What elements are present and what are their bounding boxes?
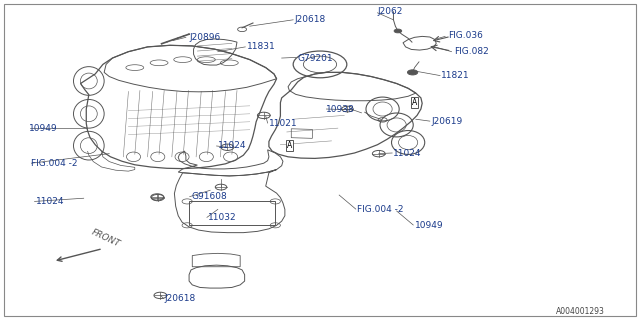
- Text: 11821: 11821: [442, 71, 470, 80]
- Text: FRONT: FRONT: [90, 228, 122, 249]
- Text: A004001293: A004001293: [556, 307, 605, 316]
- Circle shape: [408, 70, 418, 75]
- Text: A: A: [287, 141, 292, 150]
- Text: J20619: J20619: [432, 117, 463, 126]
- Text: 11021: 11021: [269, 119, 298, 128]
- Text: FIG.004 -2: FIG.004 -2: [357, 205, 404, 214]
- Text: J20618: J20618: [294, 15, 326, 24]
- Text: FIG.082: FIG.082: [454, 47, 489, 56]
- Text: 11032: 11032: [208, 213, 237, 222]
- Text: J20618: J20618: [165, 294, 196, 303]
- Text: 10949: 10949: [415, 221, 443, 230]
- Text: 11024: 11024: [218, 141, 246, 150]
- Text: G91608: G91608: [191, 192, 227, 201]
- Text: FIG.036: FIG.036: [448, 31, 483, 40]
- Text: 10949: 10949: [29, 124, 58, 132]
- Text: G79201: G79201: [298, 53, 333, 62]
- Text: 10938: 10938: [326, 105, 355, 114]
- Circle shape: [394, 29, 402, 33]
- Text: J2062: J2062: [378, 7, 403, 16]
- Text: 11024: 11024: [394, 149, 422, 158]
- Text: A: A: [412, 98, 417, 107]
- Text: FIG.004 -2: FIG.004 -2: [31, 159, 78, 168]
- Text: 11024: 11024: [36, 197, 64, 206]
- Text: J20896: J20896: [189, 33, 220, 42]
- Text: 11831: 11831: [246, 42, 275, 52]
